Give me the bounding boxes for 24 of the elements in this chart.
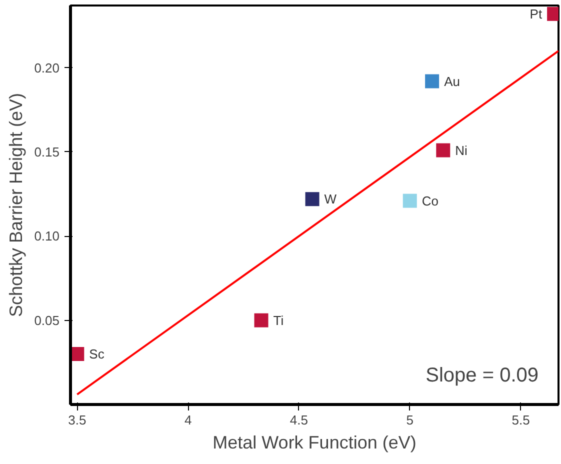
point xyxy=(402,194,417,208)
x-tick-label: 4.5 xyxy=(290,412,308,428)
y-tick-label: 0.20 xyxy=(34,60,60,76)
point xyxy=(436,143,450,158)
annotation: W xyxy=(324,192,338,207)
y-tick-label: 0.15 xyxy=(34,144,60,160)
annotation: Au xyxy=(444,74,460,89)
x-tick-label: 5.5 xyxy=(512,412,530,428)
y-axis-title: Schottky Barrier Height (eV) xyxy=(6,92,26,318)
point xyxy=(305,192,320,206)
annotation: Sc xyxy=(89,346,105,362)
x-tick-label: 3.5 xyxy=(68,412,86,428)
annotation: Co xyxy=(422,193,439,208)
y-tick-label: 0.10 xyxy=(34,228,60,244)
annotation: Ti xyxy=(273,312,284,328)
annotation: Pt xyxy=(530,6,542,22)
point xyxy=(254,313,268,328)
annotation: Slope = 0.09 xyxy=(426,364,539,386)
annotation: Ni xyxy=(455,142,468,158)
x-tick-label: 5 xyxy=(406,412,414,428)
y-tick-label: 0.05 xyxy=(34,312,60,328)
x-tick-label: 4 xyxy=(184,412,192,428)
x-axis-title: Metal Work Function (eV) xyxy=(212,432,416,452)
point xyxy=(425,74,440,88)
